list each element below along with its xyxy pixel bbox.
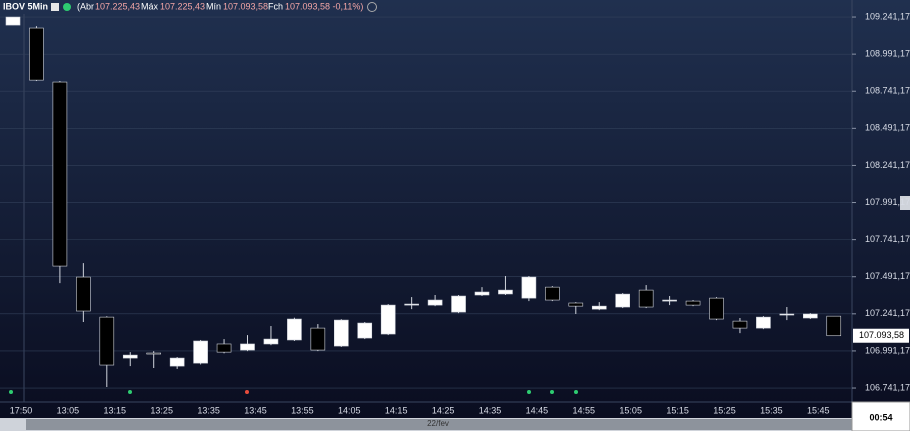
candle-body [310,327,326,351]
candle-body [732,320,748,329]
candle-body [404,303,419,306]
timer: 00:54 [869,412,892,422]
candle-body [545,286,560,301]
candle-body [474,291,490,296]
status-dot [63,3,71,11]
x-tick-label: 17:50 [10,405,33,415]
candle-body [685,300,701,306]
field-value: 107.225,43 [95,1,140,11]
y-tick-label: 108.491,17 [865,123,910,133]
candle-body [709,297,724,320]
y-tick-label: 107.241,17 [865,308,910,318]
candle-body [498,289,513,295]
close-icon[interactable] [51,3,59,11]
x-tick-label: 14:35 [479,405,502,415]
candle-body [5,16,21,26]
timer-box [851,401,910,431]
candle-body [615,293,631,308]
field-name: (Abr [77,1,94,11]
y-tick-label: 107.741,17 [865,234,910,244]
candle-body [216,343,232,353]
x-tick-label: 13:25 [150,405,173,415]
background [0,0,910,418]
field-name: Fch [268,1,283,11]
date-label: 22/fev [427,419,449,428]
event-dot [9,390,13,394]
scroll-handle[interactable] [900,196,910,210]
candle-body [52,81,68,267]
candle-body [427,299,443,306]
field-name: Máx [141,1,159,11]
header: IBOV 5Min (Abr 107.225,43 Máx 107.225,43… [3,1,377,12]
candle-body [29,27,44,81]
candle-body [568,302,584,307]
scroll-thumb[interactable] [26,419,852,430]
candle-body [802,313,818,319]
y-tick-label: 109.241,17 [865,11,910,21]
candle-body [76,276,91,312]
x-tick-label: 15:35 [760,405,783,415]
candle-body [193,340,208,364]
candle-body [591,305,607,310]
candle-body [99,316,115,366]
candle-body [638,289,654,308]
candle-body [756,316,771,329]
candle-body [263,338,279,345]
y-tick-label: 106.991,17 [865,345,910,355]
x-tick-label: 14:25 [432,405,455,415]
x-tick-label: 15:25 [713,405,736,415]
event-dot [550,390,554,394]
candle-body [240,343,255,351]
event-markers [9,390,578,394]
candle-body [779,313,795,316]
candle-body [380,304,396,335]
y-tick-label: 106.741,17 [865,382,910,392]
x-tick-label: 15:45 [807,405,830,415]
x-tick-label: 13:45 [244,405,267,415]
y-tick-label: 108.241,17 [865,160,910,170]
candle-body [169,357,185,367]
event-dot [527,390,531,394]
x-tick-label: 14:05 [338,405,361,415]
y-tick-label: 108.741,17 [865,86,910,96]
candle-body [333,319,349,347]
field-value: 107.093,58 -0,11%) [285,1,363,11]
x-tick-label: 15:05 [619,405,642,415]
candle-body [662,299,677,302]
candle-body [357,322,373,339]
y-tick-label: 107.991,17 [865,197,910,207]
x-tick-label: 14:15 [385,405,408,415]
candle-body [521,276,537,299]
x-tick-label: 13:35 [197,405,220,415]
event-dot [574,390,578,394]
event-dot [245,390,249,394]
last-price-label: 107.093,58 [859,330,904,340]
x-tick-label: 13:05 [57,405,80,415]
x-tick-label: 13:15 [104,405,127,415]
x-tick-label: 14:45 [526,405,549,415]
field-name: Mín [206,1,221,11]
field-value: 107.093,58 [223,1,268,11]
candle-body [146,352,161,355]
field-value: 107.225,43 [160,1,205,11]
x-tick-label: 14:55 [573,405,596,415]
x-tick-label: 15:15 [666,405,689,415]
candle-body [826,315,842,337]
candle-body [122,354,138,359]
y-tick-label: 107.491,17 [865,271,910,281]
event-dot [128,390,132,394]
add-icon[interactable] [367,2,377,12]
x-tick-label: 13:55 [291,405,314,415]
symbol: IBOV 5Min [3,1,48,11]
candle-body [451,295,466,313]
candle-body [287,318,302,341]
last-price-tag [853,328,909,343]
y-tick-label: 108.991,17 [865,49,910,59]
